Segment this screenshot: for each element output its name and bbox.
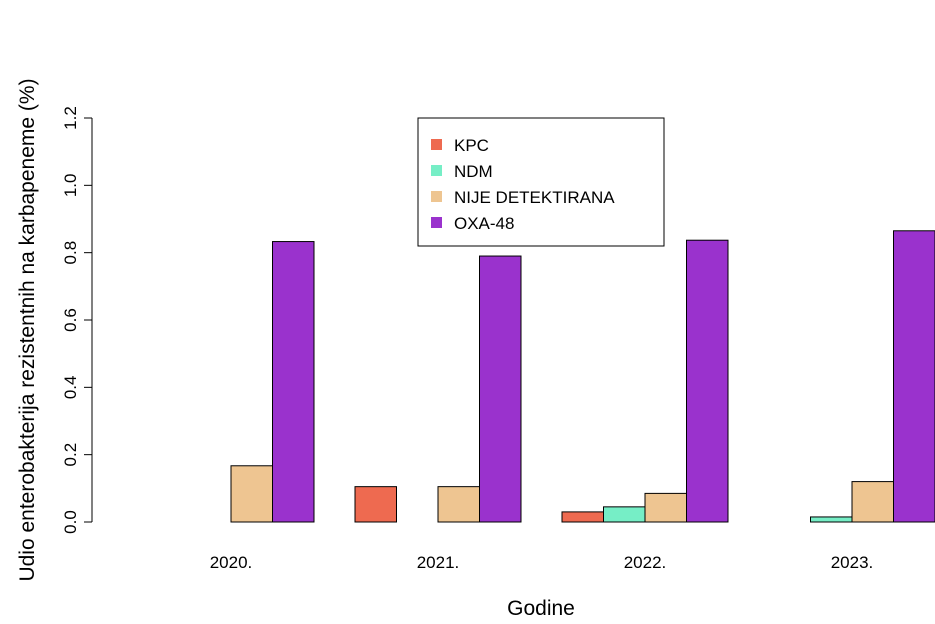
legend-label: KPC — [454, 136, 489, 155]
bar-kpc-2022 — [561, 511, 604, 523]
bar-ndm-2022 — [603, 506, 646, 523]
y-tick-label: 0.0 — [61, 510, 80, 534]
bar-oxa-48-2022 — [686, 239, 729, 523]
y-tick-label: 0.2 — [61, 443, 80, 467]
legend-swatch — [431, 139, 442, 150]
legend-label: NIJE DETEKTIRANA — [454, 188, 615, 207]
legend-label: NDM — [454, 162, 493, 181]
y-tick-label: 0.8 — [61, 241, 80, 265]
y-axis: 0.0 0.2 0.4 0.6 0.8 1.0 1.2 — [61, 106, 93, 534]
bar-kpc-2021 — [354, 486, 397, 523]
y-tick-label: 0.4 — [61, 376, 80, 400]
y-tick-label: 1.2 — [61, 106, 80, 130]
legend: KPC NDM NIJE DETEKTIRANA OXA-48 — [417, 117, 665, 247]
legend-swatch — [431, 165, 442, 176]
x-tick-label: 2023. — [831, 553, 874, 572]
bars — [230, 230, 935, 523]
x-tick-label: 2020. — [210, 553, 253, 572]
bar-nije-detektirana-2023 — [851, 481, 894, 523]
legend-swatch — [431, 217, 442, 228]
bar-nije-detektirana-2022 — [644, 492, 687, 523]
x-axis-labels: 2020. 2021. 2022. 2023. — [210, 553, 874, 572]
y-tick-label: 0.6 — [61, 308, 80, 332]
bar-oxa-48-2023 — [893, 230, 935, 523]
y-tick-label: 1.0 — [61, 174, 80, 198]
bar-oxa-48-2020 — [272, 241, 315, 523]
bar-nije-detektirana-2020 — [230, 465, 273, 523]
x-tick-label: 2021. — [417, 553, 460, 572]
bar-nije-detektirana-2021 — [437, 486, 480, 523]
bar-ndm-2023 — [810, 516, 853, 523]
x-axis-title: Godine — [507, 597, 575, 620]
x-tick-label: 2022. — [624, 553, 667, 572]
bar-oxa-48-2021 — [479, 255, 522, 523]
legend-label: OXA-48 — [454, 214, 514, 233]
legend-box — [417, 117, 665, 247]
y-axis-title: Udio enterobakterija rezistentnih na kar… — [16, 78, 39, 581]
legend-swatch — [431, 191, 442, 202]
